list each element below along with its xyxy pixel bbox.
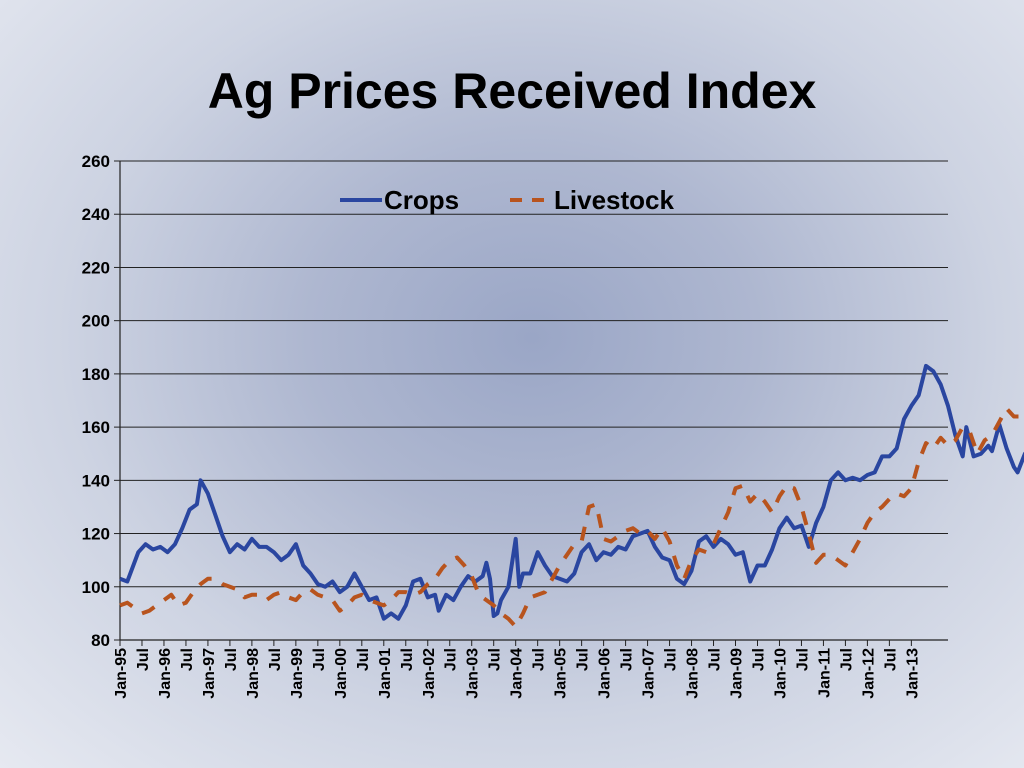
x-tick-label: Jan-13 (904, 648, 921, 699)
y-tick-label: 200 (82, 312, 110, 331)
x-tick-label: Jul (267, 648, 284, 671)
x-tick-label: Jan-00 (333, 648, 350, 699)
x-tick-label: Jan-05 (553, 648, 570, 699)
x-tick-label: Jan-09 (729, 648, 746, 699)
x-tick-label: Jan-99 (289, 648, 306, 699)
legend-label-livestock: Livestock (554, 185, 674, 215)
x-tick-label: Jul (311, 648, 328, 671)
x-tick-label: Jul (794, 648, 811, 671)
x-tick-label: Jul (223, 648, 240, 671)
y-tick-label: 180 (82, 365, 110, 384)
x-tick-label: Jan-04 (509, 648, 526, 699)
y-tick-label: 160 (82, 418, 110, 437)
x-tick-label: Jul (135, 648, 152, 671)
x-tick-label: Jan-01 (377, 648, 394, 699)
x-tick-label: Jan-03 (465, 648, 482, 699)
x-tick-label: Jan-98 (245, 648, 262, 699)
x-tick-label: Jan-12 (860, 648, 877, 699)
x-tick-label: Jul (355, 648, 372, 671)
x-tick-label: Jul (663, 648, 680, 671)
x-tick-label: Jul (443, 648, 460, 671)
series-lines (119, 363, 1024, 629)
x-tick-label: Jan-08 (685, 648, 702, 699)
y-tick-label: 220 (82, 258, 110, 277)
axes (119, 161, 948, 641)
x-tick-label: Jan-11 (816, 648, 833, 698)
x-tick-label: Jan-96 (157, 648, 174, 699)
x-tick-label: Jul (750, 648, 767, 671)
x-tick-label: Jan-10 (772, 648, 789, 699)
legend-label-crops: Crops (384, 185, 459, 215)
y-tick-label: 120 (82, 525, 110, 544)
y-tick-label: 80 (91, 631, 110, 650)
y-tick-label: 240 (82, 205, 110, 224)
y-tick-label: 140 (82, 471, 110, 490)
y-tick-label: 100 (82, 578, 110, 597)
series-line-livestock (119, 406, 1024, 629)
x-tick-label: Jul (399, 648, 416, 671)
x-tick-label: Jul (619, 648, 636, 671)
x-tick-label: Jul (707, 648, 724, 671)
legend: Crops Livestock (340, 185, 674, 215)
x-tick-label: Jan-07 (641, 648, 658, 699)
chart-title: Ag Prices Received Index (207, 63, 817, 119)
x-tick-label: Jul (882, 648, 899, 671)
x-tick-label: Jul (487, 648, 504, 671)
x-tick-label: Jan-95 (113, 648, 130, 699)
x-tick-label: Jan-97 (201, 648, 218, 699)
x-tick-label: Jul (575, 648, 592, 671)
gridlines (120, 160, 948, 588)
x-tick-label: Jan-06 (597, 648, 614, 699)
x-tick-label: Jul (531, 648, 548, 671)
y-axis-ticks: 80 100 120 140 160 180 200 220 240 260 (82, 152, 120, 650)
x-tick-label: Jan-02 (421, 648, 438, 699)
series-line-crops (119, 363, 1024, 621)
y-tick-label: 260 (82, 152, 110, 171)
x-tick-label: Jul (179, 648, 196, 671)
x-tick-label: Jul (838, 648, 855, 671)
x-axis-ticks: Jan-95 Jul Jan-96 Jul Jan-97 Jul Jan-98 Jul Jan-… (113, 640, 921, 699)
